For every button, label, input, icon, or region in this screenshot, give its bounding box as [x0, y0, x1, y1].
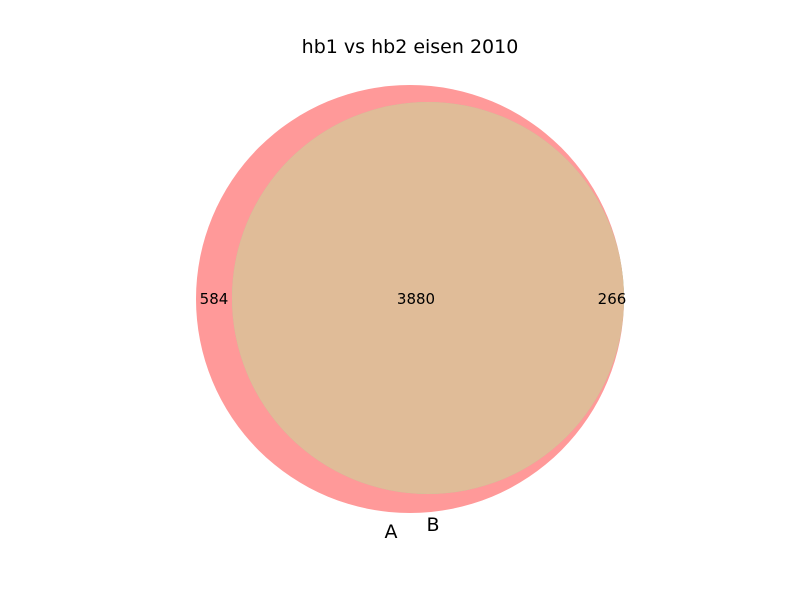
intersection-region	[232, 102, 624, 494]
chart-title: hb1 vs hb2 eisen 2010	[302, 36, 519, 58]
b-only-count-label: 266	[598, 290, 627, 308]
intersection-count-label: 3880	[397, 290, 435, 308]
set-a-label: A	[385, 521, 398, 543]
set-b-label: B	[426, 514, 439, 536]
a-only-count-label: 584	[200, 290, 229, 308]
